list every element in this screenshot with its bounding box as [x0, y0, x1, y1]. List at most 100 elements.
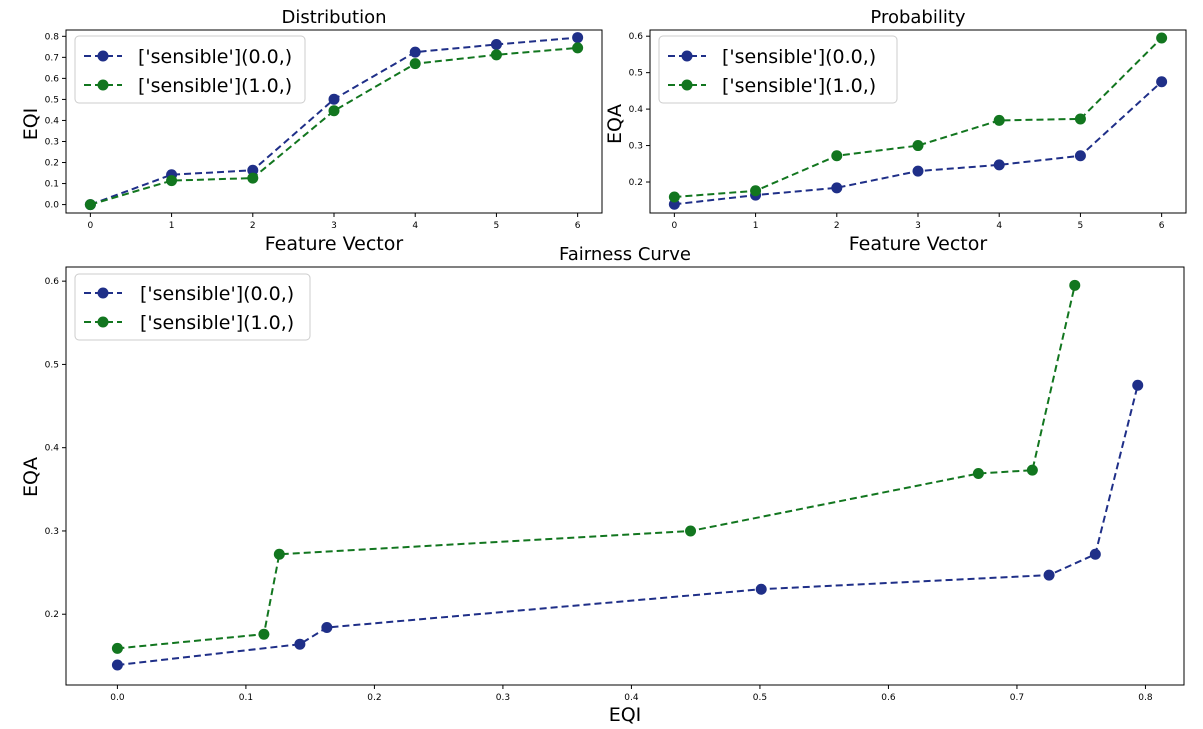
data-point	[972, 468, 984, 480]
data-point	[668, 191, 680, 203]
data-point	[294, 638, 306, 650]
data-point	[993, 159, 1005, 171]
y-tick-label: 0.5	[45, 360, 59, 370]
y-tick-label: 0.3	[45, 527, 59, 537]
data-point	[321, 622, 333, 634]
legend-label-series-0: ['sensible'](0.0,)	[140, 283, 294, 305]
distribution-legend: ['sensible'](0.0,) ['sensible'](1.0,)	[74, 35, 306, 104]
data-point	[247, 172, 259, 184]
y-tick-label: 0.2	[629, 178, 643, 188]
series-line-0	[117, 384, 1139, 666]
y-tick-label: 0.5	[629, 69, 643, 79]
fairness-curve-ylabel: EQA	[20, 457, 42, 497]
y-tick-label: 0.2	[45, 159, 59, 169]
y-tick-label: 0.5	[45, 95, 59, 105]
data-point	[1074, 150, 1086, 162]
x-tick-label: 3	[915, 221, 921, 231]
x-tick-label: 4	[996, 221, 1002, 231]
x-tick-label: 0.5	[753, 693, 767, 703]
distribution-panel: Distribution Feature Vector EQI 0 1 2 3 4 5 60…	[20, 7, 603, 255]
x-tick-label: 5	[494, 221, 500, 231]
legend-marker-series-0	[681, 50, 693, 62]
data-point	[490, 49, 502, 61]
data-point	[490, 39, 502, 51]
data-point	[328, 105, 340, 117]
x-tick-label: 1	[753, 221, 759, 231]
distribution-title: Distribution	[281, 7, 386, 28]
probability-frame	[649, 29, 1187, 214]
x-tick-label: 0.0	[110, 693, 125, 703]
fairness-curve-marks	[111, 279, 1144, 671]
legend-box	[74, 273, 311, 341]
data-point	[685, 525, 697, 537]
legend-label-series-1: ['sensible'](1.0,)	[722, 75, 876, 97]
y-tick-label: 0.0	[45, 201, 60, 211]
data-point	[572, 42, 584, 54]
legend-marker-series-1	[97, 79, 109, 91]
data-point	[1074, 113, 1086, 125]
fairness-curve-xlabel: EQI	[609, 704, 642, 726]
data-point	[572, 32, 584, 44]
x-tick-label: 2	[834, 221, 840, 231]
probability-xlabel: Feature Vector	[849, 233, 988, 255]
legend-label-series-0: ['sensible'](0.0,)	[722, 46, 876, 68]
data-point	[1069, 279, 1081, 291]
legend-label-series-0: ['sensible'](0.0,)	[138, 46, 292, 68]
x-tick-label: 5	[1078, 221, 1084, 231]
data-point	[273, 548, 285, 560]
data-point	[328, 93, 340, 105]
y-tick-label: 0.4	[45, 444, 60, 454]
legend-box	[658, 35, 898, 104]
data-point	[111, 659, 123, 671]
probability-panel: Probability Feature Vector EQA 0 1 2 3 4 5 6 0.…	[604, 7, 1187, 255]
y-tick-label: 0.4	[45, 116, 60, 126]
distribution-marks	[84, 32, 584, 211]
x-tick-label: 0	[87, 221, 93, 231]
legend-label-series-1: ['sensible'](1.0,)	[138, 75, 292, 97]
fairness-curve-panel: Fairness Curve EQI EQA 0.0 0.1 0.2 0.3 0.4 0.…	[20, 244, 1185, 726]
x-tick-label: 0.3	[496, 693, 510, 703]
data-point	[831, 150, 843, 162]
y-tick-label: 0.2	[45, 610, 59, 620]
y-tick-label: 0.1	[45, 180, 59, 190]
data-point	[831, 182, 843, 194]
fairness-curve-title: Fairness Curve	[559, 244, 691, 265]
legend-label-series-1: ['sensible'](1.0,)	[140, 312, 294, 334]
y-tick-label: 0.4	[629, 105, 644, 115]
y-tick-label: 0.3	[629, 142, 643, 152]
distribution-ylabel: EQI	[20, 108, 42, 141]
x-tick-label: 6	[575, 221, 581, 231]
legend-marker-series-1	[97, 316, 109, 328]
y-tick-label: 0.7	[45, 53, 59, 63]
x-tick-label: 6	[1159, 221, 1165, 231]
x-tick-label: 3	[331, 221, 337, 231]
data-point	[409, 46, 421, 58]
x-tick-label: 0.6	[881, 693, 896, 703]
distribution-ticks: 0 1 2 3 4 5 6 0.0 0.1 0.2 0.3 0.4 0.5 0.6 0.7 0.8	[45, 32, 581, 231]
data-point	[1026, 464, 1038, 476]
distribution-frame	[65, 29, 603, 214]
data-point	[912, 140, 924, 152]
data-point	[993, 114, 1005, 126]
x-tick-label: 2	[250, 221, 256, 231]
x-tick-label: 0.2	[367, 693, 381, 703]
x-tick-label: 0	[671, 221, 677, 231]
data-point	[258, 628, 270, 640]
legend-marker-series-1	[681, 79, 693, 91]
x-tick-label: 0.4	[624, 693, 639, 703]
data-point	[1132, 379, 1144, 391]
y-tick-label: 0.6	[45, 277, 60, 287]
data-point	[247, 164, 259, 176]
legend-marker-series-0	[97, 50, 109, 62]
data-point	[1156, 76, 1168, 88]
probability-ticks: 0 1 2 3 4 5 6 0.2 0.3 0.4 0.5 0.6	[629, 32, 1165, 231]
legend-marker-series-0	[97, 287, 109, 299]
data-point	[409, 58, 421, 70]
fairness-curve-ticks: 0.0 0.1 0.2 0.3 0.4 0.5 0.6 0.7 0.8 0.2 0.3 0.4 0.5 0…	[45, 277, 1153, 703]
data-point	[755, 583, 767, 595]
fairness-curve-legend: ['sensible'](0.0,) ['sensible'](1.0,)	[74, 273, 311, 341]
y-tick-label: 0.3	[45, 137, 59, 147]
data-point	[84, 199, 96, 211]
y-tick-label: 0.6	[45, 74, 60, 84]
